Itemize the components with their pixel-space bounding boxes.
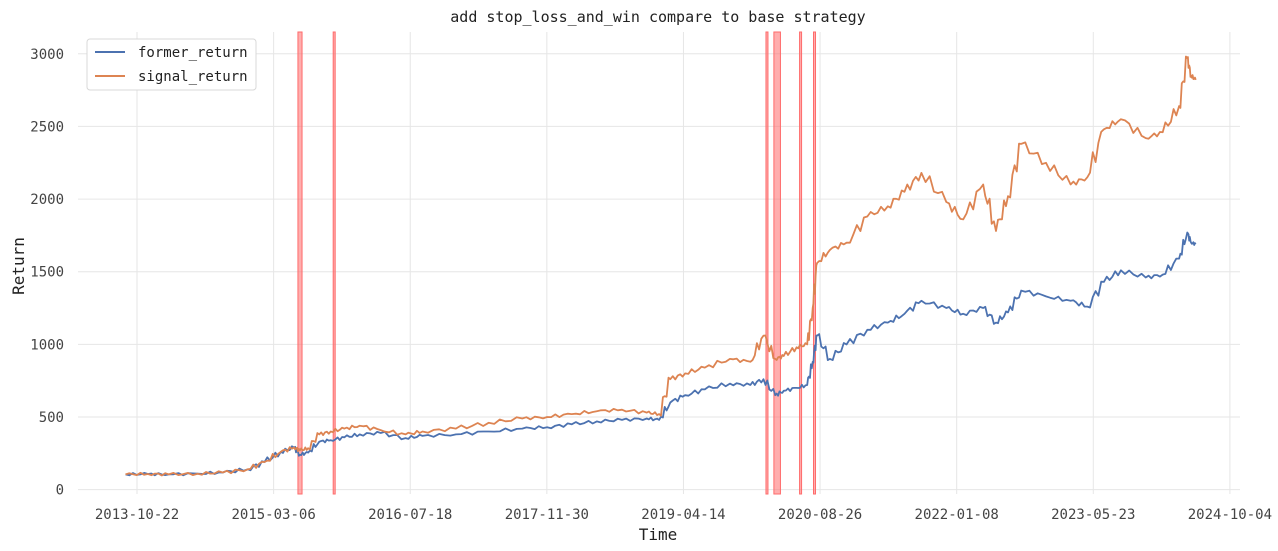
x-tick-label: 2017-11-30 <box>505 507 589 523</box>
y-tick-label: 2500 <box>30 119 64 135</box>
x-tick-label: 2013-10-22 <box>95 507 179 523</box>
highlight-span <box>813 31 817 495</box>
x-tick-label: 2019-04-14 <box>641 507 725 523</box>
x-tick-label: 2024-10-04 <box>1188 507 1272 523</box>
x-tick-labels: 2013-10-22 2015-03-06 2016-07-18 2017-11-30… <box>95 507 1272 523</box>
x-axis-label: Time <box>639 525 678 544</box>
y-tick-label: 3000 <box>30 47 64 63</box>
y-tick-label: 0 <box>56 483 64 499</box>
chart-title: add stop_loss_and_win compare to base st… <box>450 8 865 26</box>
highlight-spans <box>297 31 817 495</box>
legend-box <box>86 38 257 91</box>
highlight-span <box>765 31 769 495</box>
y-tick-labels: 0 500 1000 1500 2000 2500 3000 <box>30 47 64 499</box>
x-tick-label: 2015-03-06 <box>231 507 315 523</box>
y-tick-label: 500 <box>39 410 64 426</box>
x-tick-label: 2023-05-23 <box>1051 507 1135 523</box>
x-tick-label: 2020-08-26 <box>778 507 862 523</box>
highlight-span <box>773 31 781 495</box>
highlight-span <box>332 31 336 495</box>
x-tick-label: 2022-01-08 <box>915 507 999 523</box>
y-tick-label: 2000 <box>30 192 64 208</box>
highlight-span <box>297 31 303 495</box>
x-tick-label: 2016-07-18 <box>368 507 452 523</box>
y-axis-label: Return <box>9 237 28 295</box>
series-lines <box>125 55 1197 477</box>
legend-label-signal-return: signal_return <box>138 69 248 85</box>
highlight-span <box>799 31 803 495</box>
y-tick-label: 1000 <box>30 337 64 353</box>
legend-label-former-return: former_return <box>138 45 248 61</box>
y-tick-label: 1500 <box>30 265 64 281</box>
legend: former_return signal_return <box>86 38 257 91</box>
series-line-former-return <box>125 231 1197 477</box>
grid <box>78 32 1240 494</box>
series-line-signal-return <box>125 55 1197 477</box>
